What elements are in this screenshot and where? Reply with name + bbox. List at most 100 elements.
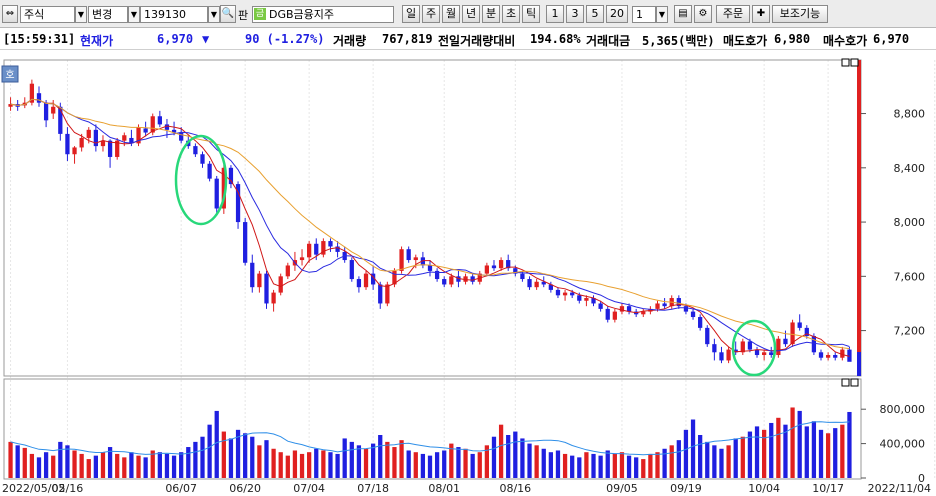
volume-bar: [58, 441, 63, 478]
mode-select[interactable]: 변경: [88, 6, 128, 23]
pane-close-icon[interactable]: [850, 58, 859, 67]
volume-bar: [36, 457, 42, 478]
candle-body: [79, 137, 84, 148]
stock-logo-icon: 금: [254, 8, 266, 20]
period-minute-button[interactable]: 분: [482, 5, 500, 23]
candle-body: [698, 317, 703, 328]
market-type-select[interactable]: 주식: [20, 6, 75, 23]
volume-bar: [634, 457, 639, 478]
candle-body: [555, 289, 561, 296]
volume-bar: [356, 445, 362, 478]
volume-bar: [378, 435, 383, 478]
candle-body: [271, 292, 276, 304]
candle-body: [51, 106, 56, 114]
period-yearly-button[interactable]: 년: [462, 5, 480, 23]
candle-body: [470, 276, 475, 282]
period-daily-button[interactable]: 일: [402, 5, 420, 23]
pane-minimize-icon[interactable]: [841, 58, 850, 67]
volume-bar: [577, 457, 582, 478]
search-label: 판: [238, 9, 249, 22]
price-tick-label: 8,000: [894, 216, 926, 229]
volume-bar: [783, 424, 788, 478]
candles-layer: [8, 79, 852, 364]
search-icon[interactable]: 🔍: [220, 5, 236, 23]
candle-body: [612, 311, 617, 320]
save-icon[interactable]: ▤: [674, 5, 692, 23]
chart-badge-icon[interactable]: [1, 65, 19, 83]
mode-dropdown-icon[interactable]: ▼: [128, 6, 140, 23]
candle-body: [171, 129, 177, 133]
count-dropdown-icon[interactable]: ▼: [656, 6, 668, 23]
stock-name-field[interactable]: 금 DGB금융지주: [252, 6, 394, 23]
volume-bar: [427, 455, 433, 478]
toolbar: ⇔ 주식 ▼ 변경 ▼ 139130 ▼ 🔍 판 금 DGB금융지주 일 주 월…: [0, 0, 936, 28]
highlight-circle-june: [174, 134, 228, 226]
volume-minimize-icon[interactable]: [841, 378, 850, 387]
volume-bar: [264, 440, 269, 478]
volume-bar: [399, 440, 404, 478]
volume-bar: [8, 441, 13, 478]
interval-5-button[interactable]: 5: [586, 5, 604, 23]
volume-bar: [406, 450, 411, 478]
date-tick-label: 06/07: [165, 482, 197, 495]
candle-body: [705, 327, 710, 345]
candle-body: [840, 349, 845, 358]
price-tick-label: 7,200: [894, 325, 926, 338]
candle-body: [598, 303, 603, 309]
volume-bar: [513, 431, 518, 478]
back-forward-icon[interactable]: ⇔: [2, 5, 18, 23]
volume-bar: [790, 407, 795, 478]
aux-function-button[interactable]: 보조기능: [772, 5, 828, 23]
prev-volume-ratio: 194.68%: [530, 32, 581, 46]
stock-code-input[interactable]: 139130: [140, 6, 208, 23]
candle-body: [150, 116, 155, 133]
interval-20-button[interactable]: 20: [606, 5, 628, 23]
candle-body: [115, 140, 120, 157]
candle-body: [548, 284, 553, 290]
volume-bar: [584, 452, 589, 478]
volume-bar: [541, 448, 546, 478]
ask-label: 매도호가: [723, 34, 768, 48]
candle-body: [506, 260, 511, 269]
volume-bar: [164, 453, 170, 478]
candle-body: [498, 260, 504, 269]
price-chart[interactable]: 호 8,800 8,400 8,000 7,600 7,200 800,000 400,0…: [0, 52, 936, 496]
candle-body: [626, 306, 632, 312]
candle-body: [264, 273, 269, 304]
candle-body: [605, 308, 610, 320]
candle-body: [762, 352, 767, 356]
candle-body: [179, 132, 184, 141]
volume-bar: [705, 441, 710, 478]
gear-icon[interactable]: ⚙: [694, 5, 712, 23]
count-input[interactable]: 1: [632, 6, 656, 23]
price-scroll-thumb[interactable]: [857, 352, 861, 376]
date-tick-label: 09/05: [606, 482, 638, 495]
plus-icon[interactable]: ✚: [752, 5, 770, 23]
candle-body: [65, 133, 70, 155]
volume-bar: [72, 450, 77, 478]
order-button[interactable]: 주문: [716, 5, 750, 23]
market-type-dropdown-icon[interactable]: ▼: [75, 6, 87, 23]
period-monthly-button[interactable]: 월: [442, 5, 460, 23]
period-weekly-button[interactable]: 주: [422, 5, 440, 23]
interval-3-button[interactable]: 3: [566, 5, 584, 23]
volume-bar: [484, 445, 490, 478]
volume-bar: [385, 441, 390, 478]
volume-close-icon[interactable]: [850, 378, 859, 387]
volume-bar: [186, 447, 191, 478]
candle-body: [385, 284, 390, 304]
candle-body: [143, 128, 148, 133]
candle-body: [307, 243, 312, 258]
candle-body: [278, 276, 283, 293]
code-dropdown-icon[interactable]: ▼: [208, 6, 220, 23]
volume-bar: [811, 421, 817, 478]
volume-bar: [690, 419, 696, 478]
price-tick-label: 7,600: [894, 270, 926, 283]
period-tick-button[interactable]: 틱: [522, 5, 540, 23]
interval-1-button[interactable]: 1: [546, 5, 564, 23]
candle-body: [797, 322, 802, 328]
price-scroll-bar[interactable]: [857, 60, 861, 376]
candle-body: [577, 295, 582, 301]
period-second-button[interactable]: 초: [502, 5, 520, 23]
volume-bar: [612, 453, 617, 478]
